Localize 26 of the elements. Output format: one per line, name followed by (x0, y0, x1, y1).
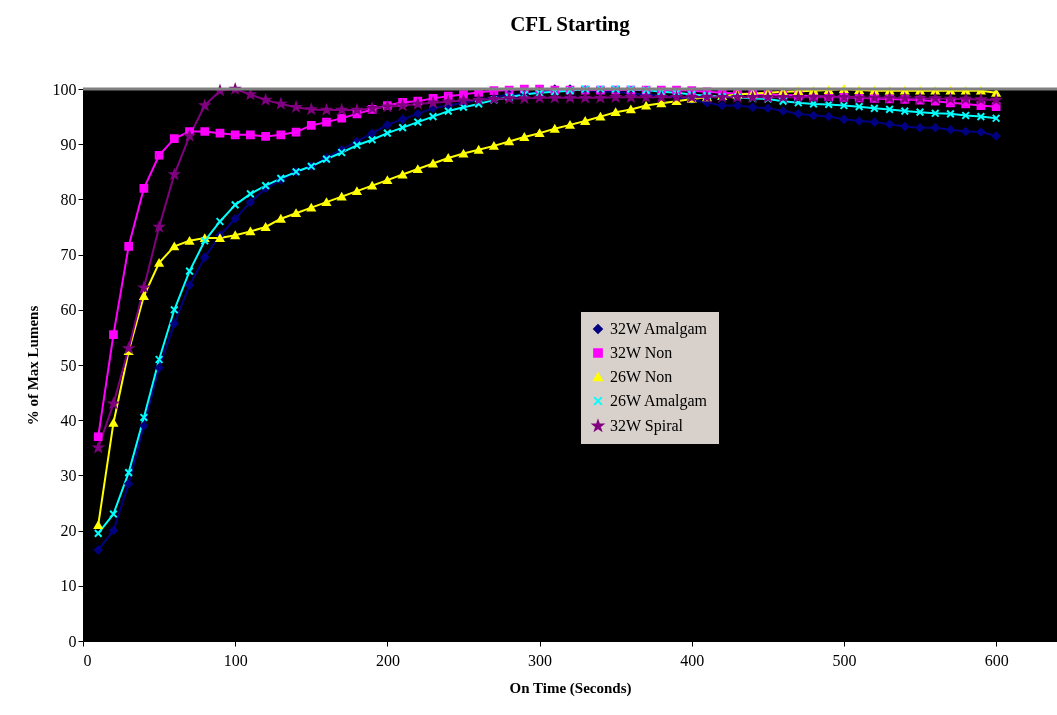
x-axis-title: On Time (Seconds) (509, 679, 632, 697)
y-tick-label: 60 (60, 301, 77, 319)
y-tick-label: 90 (60, 135, 77, 153)
legend-label: 26W Amalgam (610, 392, 708, 410)
y-axis-title: % of Max Lumens (24, 305, 41, 426)
y-tick-label: 40 (60, 411, 77, 429)
x-tick-label: 300 (528, 651, 553, 669)
legend-label: 32W Amalgam (610, 320, 708, 338)
x-tick-label: 200 (375, 651, 400, 669)
x-tick-label: 500 (832, 651, 857, 669)
x-tick-label: 0 (83, 651, 92, 669)
y-tick-label: 80 (60, 190, 77, 208)
x-tick-label: 600 (984, 651, 1009, 669)
legend-label: 32W Non (610, 344, 673, 361)
y-tick-label: 10 (60, 577, 77, 595)
x-tick-label: 100 (223, 651, 248, 669)
y-tick-label: 20 (60, 522, 77, 540)
legend-label: 26W Non (610, 368, 673, 385)
chart-title: CFL Starting (510, 11, 631, 36)
x-tick-label: 400 (680, 651, 705, 669)
y-tick-label: 0 (68, 632, 77, 650)
y-tick-label: 100 (52, 80, 77, 98)
legend-label: 32W Spiral (610, 417, 684, 435)
y-tick-label: 70 (60, 246, 77, 264)
y-tick-label: 30 (60, 466, 77, 484)
y-tick-label: 50 (60, 356, 77, 374)
